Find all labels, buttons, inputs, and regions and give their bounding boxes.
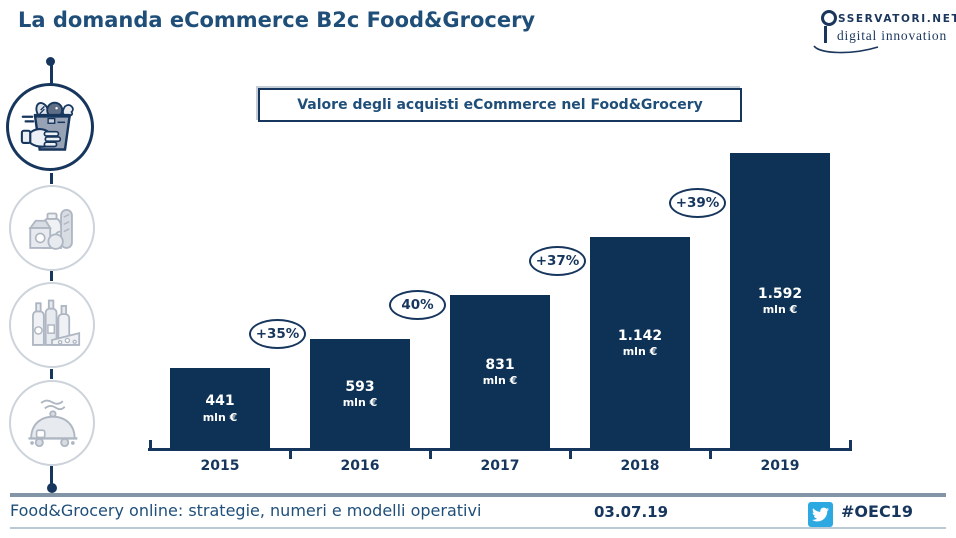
growth-badge-2016: +35%	[249, 319, 306, 349]
timeline-top-dot	[46, 57, 55, 66]
bar-2019: 1.592 mln €	[730, 153, 830, 450]
growth-badge-2019: +39%	[669, 188, 726, 218]
twitter-bird-icon	[812, 507, 829, 522]
bar-value-label: 1.592	[757, 285, 803, 302]
bar-2017: 831 mln €	[450, 295, 550, 450]
timeline-connector	[50, 64, 53, 84]
sidebar-item-grocery-bag	[6, 83, 94, 171]
timeline-bottom-dot	[47, 483, 57, 493]
sidebar-item-wine-bottles-cheese	[9, 282, 95, 368]
x-axis-label-2016: 2016	[340, 458, 380, 474]
growth-badge-2017: 40%	[389, 290, 446, 320]
bar-value-label: 441	[205, 393, 235, 410]
x-axis-label-2017: 2017	[480, 458, 520, 474]
magnifier-o-icon	[821, 10, 837, 43]
x-axis-tick	[289, 451, 292, 459]
grocery-bag-icon	[20, 101, 74, 151]
x-axis-tick	[429, 451, 432, 459]
page-title: La domanda eCommerce B2c Food&Grocery	[18, 8, 536, 32]
bar-2018: 1.142 mln €	[590, 237, 690, 450]
timeline-connector	[50, 369, 53, 379]
chart-title: Valore degli acquisti eCommerce nel Food…	[297, 97, 703, 113]
logo-tagline: digital innovation	[837, 28, 948, 43]
x-axis-tick	[569, 451, 572, 459]
grocery-products-icon	[28, 208, 73, 250]
bar-unit-label: mln €	[762, 303, 798, 317]
osservatori-logo: SSERVATORI.NET digital innovation	[812, 6, 956, 58]
x-axis-label-2015: 2015	[200, 458, 240, 474]
timeline-connector	[50, 466, 53, 484]
footer-date: 03.07.19	[594, 503, 669, 521]
x-axis-label-2019: 2019	[760, 458, 800, 474]
x-axis-tick	[849, 440, 852, 449]
logo-name: SSERVATORI.NET	[838, 13, 956, 25]
twitter-icon	[808, 502, 833, 527]
growth-badge-2018: +37%	[529, 246, 586, 276]
footer-event-title: Food&Grocery online: strategie, numeri e…	[10, 501, 482, 520]
footer-bottom-divider	[10, 527, 946, 529]
bar-2015: 441 mln €	[170, 368, 270, 450]
chart-title-banner: Valore degli acquisti eCommerce nel Food…	[258, 88, 742, 122]
wine-bottles-cheese-icon	[32, 299, 81, 346]
x-axis-label-2018: 2018	[620, 458, 660, 474]
bar-value-label: 593	[345, 378, 375, 395]
footer-top-divider	[10, 493, 946, 497]
bar-unit-label: mln €	[482, 374, 518, 388]
bar-value-label: 831	[485, 356, 515, 373]
logo-swoosh	[813, 45, 879, 54]
timeline-connector	[50, 173, 53, 184]
x-axis-tick	[149, 440, 152, 449]
bar-value-label: 1.142	[617, 327, 663, 344]
bar-unit-label: mln €	[342, 396, 378, 410]
timeline-connector	[50, 271, 53, 281]
bar-unit-label: mln €	[202, 410, 238, 424]
x-axis-tick	[709, 451, 712, 459]
bar-2016: 593 mln €	[310, 339, 410, 450]
sidebar-item-grocery-products	[9, 185, 95, 271]
sidebar-item-food-delivery	[9, 380, 95, 466]
food-delivery-cloche-icon	[28, 399, 78, 448]
bar-unit-label: mln €	[622, 345, 658, 359]
footer-hashtag: #OEC19	[841, 502, 913, 521]
